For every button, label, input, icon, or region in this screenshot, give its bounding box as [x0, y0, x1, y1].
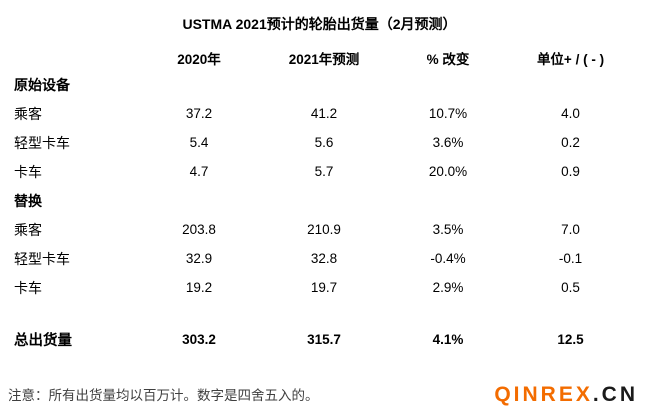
cell-oe-truck-2021: 5.7	[314, 164, 334, 179]
cell-oe-light-truck-2021: 5.6	[314, 135, 334, 150]
cell-repl-light-truck-2020: 32.9	[185, 251, 213, 266]
column-header-units-change: 单位+ / ( - )	[536, 52, 605, 67]
row-label-oe-truck: 卡车	[14, 163, 42, 180]
total-row-label: 总出货量	[14, 332, 72, 349]
table-row: 卡车 19.2 19.7 2.9% 0.5	[8, 273, 631, 302]
cell-repl-passenger-2020: 203.8	[182, 222, 216, 237]
table-body: 原始设备 乘客 37.2 41.2 10.7% 4.0 轻型卡车 5.4 5.6…	[8, 70, 653, 302]
cell-oe-passenger-units: 4.0	[561, 106, 580, 121]
cell-repl-truck-units: 0.5	[561, 280, 580, 295]
row-label-repl-passenger: 乘客	[14, 221, 42, 238]
qinrex-logo-primary: QINREX	[494, 383, 593, 406]
cell-oe-passenger-2020: 37.2	[185, 106, 213, 121]
cell-oe-light-truck-2020: 5.4	[189, 135, 209, 150]
cell-repl-passenger-pct: 3.5%	[432, 222, 464, 237]
table-header-row: 2020年 2021年预测 % 改变 单位+ / ( - )	[8, 46, 631, 70]
cell-oe-truck-2020: 4.7	[189, 164, 209, 179]
cell-repl-light-truck-pct: -0.4%	[430, 251, 466, 266]
cell-total-2020: 303.2	[182, 331, 216, 347]
cell-repl-passenger-2021: 210.9	[307, 222, 341, 237]
cell-oe-light-truck-units: 0.2	[561, 135, 580, 150]
cell-repl-truck-2020: 19.2	[185, 280, 213, 295]
cell-oe-passenger-2021: 41.2	[310, 106, 338, 121]
cell-oe-passenger-pct: 10.7%	[428, 106, 468, 121]
section-label-original-equipment: 原始设备	[14, 76, 70, 93]
table-row: 轻型卡车 32.9 32.8 -0.4% -0.1	[8, 244, 631, 273]
cell-oe-truck-units: 0.9	[561, 164, 580, 179]
column-header-pct-change: % 改变	[426, 52, 470, 67]
qinrex-logo-suffix: .CN	[592, 383, 638, 406]
cell-repl-truck-pct: 2.9%	[432, 280, 464, 295]
row-label-oe-passenger: 乘客	[14, 105, 42, 122]
table-row: 轻型卡车 5.4 5.6 3.6% 0.2	[8, 128, 631, 157]
column-header-2021-forecast: 2021年预测	[288, 52, 360, 67]
table-row: 卡车 4.7 5.7 20.0% 0.9	[8, 157, 631, 186]
cell-repl-light-truck-2021: 32.8	[310, 251, 338, 266]
row-label-repl-light-truck: 轻型卡车	[14, 250, 70, 267]
section-header-row: 原始设备	[8, 70, 631, 99]
cell-total-pct: 4.1%	[432, 331, 464, 347]
row-label-repl-truck: 卡车	[14, 279, 42, 296]
cell-oe-light-truck-pct: 3.6%	[432, 135, 464, 150]
footnote: 注意：所有出货量均以百万计。数字是四舍五入的。	[8, 388, 319, 403]
total-row: 总出货量 303.2 315.7 4.1% 12.5	[8, 324, 631, 354]
table-row: 乘客 203.8 210.9 3.5% 7.0	[8, 215, 631, 244]
cell-repl-light-truck-units: -0.1	[558, 251, 583, 266]
row-label-oe-light-truck: 轻型卡车	[14, 134, 70, 151]
cell-total-2021: 315.7	[307, 331, 341, 347]
column-header-2020: 2020年	[177, 52, 221, 67]
qinrex-logo: QINREX.CN	[494, 383, 638, 407]
cell-repl-truck-2021: 19.7	[310, 280, 338, 295]
cell-repl-passenger-units: 7.0	[561, 222, 580, 237]
section-header-row: 替换	[8, 186, 631, 215]
cell-total-units: 12.5	[557, 331, 584, 347]
table-title: USTMA 2021预计的轮胎出货量（2月预测）	[182, 16, 457, 32]
cell-oe-truck-pct: 20.0%	[428, 164, 468, 179]
section-label-replacement: 替换	[14, 192, 42, 209]
table-row: 乘客 37.2 41.2 10.7% 4.0	[8, 99, 631, 128]
